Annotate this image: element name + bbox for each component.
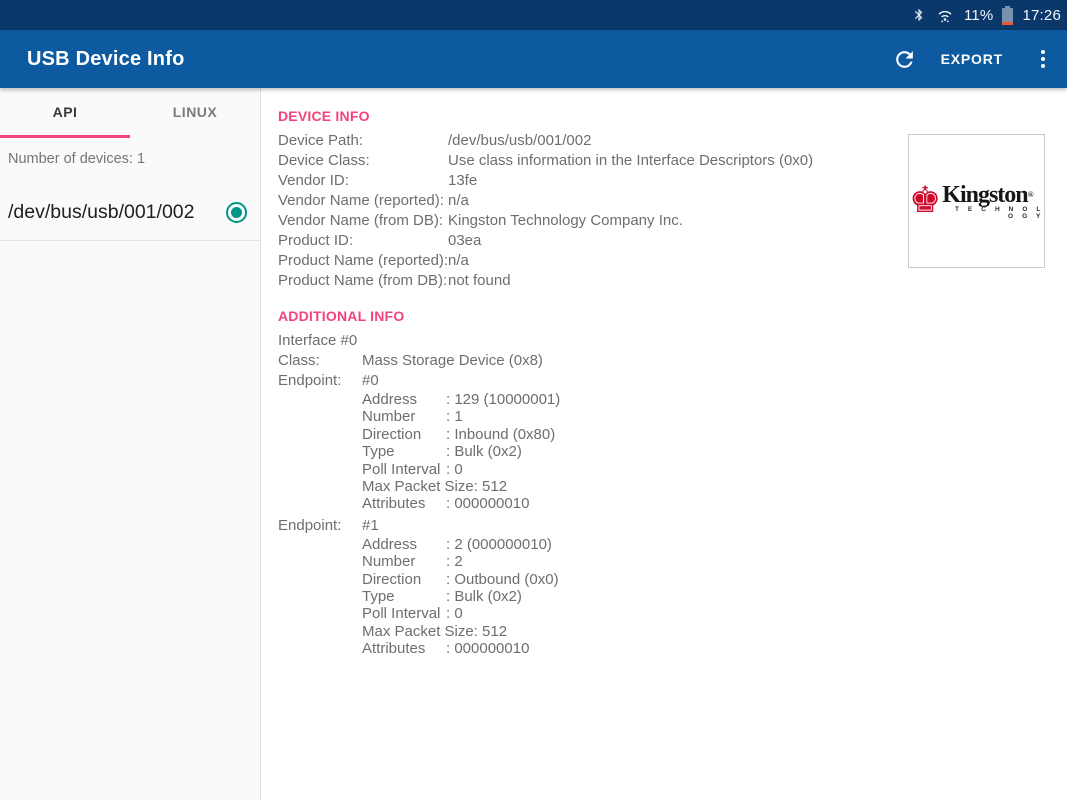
endpoint-detail-line: Address: 2 (000000010) xyxy=(362,535,552,553)
battery-percent: 11% xyxy=(963,6,994,24)
endpoint-detail-line: Direction: Outbound (0x0) xyxy=(362,570,559,588)
overflow-menu-icon xyxy=(1041,50,1045,54)
vendor-logo-brand: Kingston® xyxy=(942,181,1033,208)
endpoint-row: Endpoint: #0 xyxy=(278,372,379,389)
endpoint-detail-line: Poll Interval: 0 xyxy=(362,460,463,478)
device-info-row: Vendor ID: 13fe xyxy=(278,172,478,189)
device-path-label: /dev/bus/usb/001/002 xyxy=(8,200,195,223)
status-bar: 11% 17:26 xyxy=(0,0,1067,30)
endpoint-detail-line: Attributes: 000000010 xyxy=(362,640,530,658)
refresh-icon xyxy=(892,47,917,72)
device-info-row: Device Path:/dev/bus/usb/001/002 xyxy=(278,132,592,149)
vendor-logo-subtitle: T E C H N O L O G Y xyxy=(954,205,1044,220)
tab-bar: API LINUX xyxy=(0,88,260,138)
battery-icon xyxy=(1002,5,1014,25)
status-clock: 17:26 xyxy=(1022,6,1061,24)
device-detail-panel: DEVICE INFO Device Path:/dev/bus/usb/001… xyxy=(261,88,1067,800)
device-count-label: Number of devices: 1 xyxy=(8,151,146,167)
endpoint-detail-line: Address: 129 (10000001) xyxy=(362,391,561,408)
interface-class-row: Class: Mass Storage Device (0x8) xyxy=(278,352,543,369)
device-info-row: Vendor Name (from DB): Kingston Technolog… xyxy=(278,212,683,229)
tab-linux[interactable]: LINUX xyxy=(172,103,218,120)
kingston-rex-icon: ♚ xyxy=(909,180,942,221)
endpoint-row: Endpoint: #1 xyxy=(278,516,379,534)
overflow-menu-button[interactable] xyxy=(1023,35,1063,83)
wifi-icon xyxy=(935,6,955,24)
main-area: API LINUX Number of devices: 1 /dev/bus/… xyxy=(0,88,1067,800)
device-info-row: Device Class: Use class information in th… xyxy=(278,152,814,169)
export-button[interactable]: EXPORT xyxy=(940,51,1003,67)
endpoint-detail-line: Attributes: 000000010 xyxy=(362,495,530,513)
endpoint-detail-line: Direction: Inbound (0x80) xyxy=(362,425,556,443)
device-list-item[interactable]: /dev/bus/usb/001/002 xyxy=(0,184,260,241)
app-bar: USB Device Info EXPORT xyxy=(0,30,1067,88)
endpoint-details: Address: 129 (10000001) Number: 1 Direct… xyxy=(362,391,1067,513)
endpoint-details: Address: 2 (000000010) Number: 2 Directi… xyxy=(362,536,1067,658)
endpoint-detail-line: Type: Bulk (0x2) xyxy=(362,588,522,606)
additional-info-heading: ADDITIONAL INFO xyxy=(278,308,405,324)
endpoint-detail-line: Type: Bulk (0x2) xyxy=(362,443,522,461)
device-info-row: Product Name (from DB):not found xyxy=(278,272,511,289)
vendor-logo-image: ♚ Kingston® T E C H N O L O G Y xyxy=(908,134,1045,268)
endpoint-detail-line: Max Packet Size: 512 xyxy=(362,478,508,496)
endpoint-detail-line: Poll Interval: 0 xyxy=(362,605,463,623)
device-info-row: Product Name (reported):n/a xyxy=(278,252,469,269)
endpoint-detail-line: Max Packet Size: 512 xyxy=(362,622,508,640)
interface-label: Interface #0 xyxy=(278,332,358,349)
device-list-panel: API LINUX Number of devices: 1 /dev/bus/… xyxy=(0,88,261,800)
bluetooth-icon xyxy=(912,6,926,24)
device-info-heading: DEVICE INFO xyxy=(278,108,370,124)
refresh-button[interactable] xyxy=(881,35,929,83)
device-info-row: Vendor Name (reported): n/a xyxy=(278,192,469,209)
tab-api[interactable]: API xyxy=(0,88,130,138)
endpoint-detail-line: Number: 2 xyxy=(362,553,463,571)
page-title: USB Device Info xyxy=(27,47,185,70)
endpoint-detail-line: Number: 1 xyxy=(362,408,463,426)
device-selected-radio[interactable] xyxy=(226,201,247,223)
device-info-row: Product ID: 03ea xyxy=(278,232,482,249)
app-bar-actions: EXPORT xyxy=(881,35,1067,83)
